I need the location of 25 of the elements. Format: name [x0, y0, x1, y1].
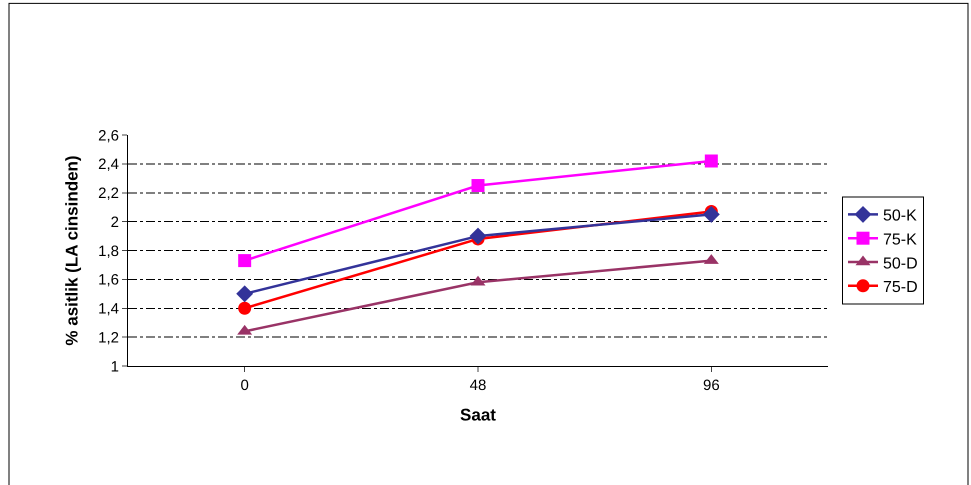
point — [238, 254, 252, 268]
point — [702, 206, 720, 223]
x-tick-label: 96 — [702, 377, 720, 394]
y-axis-title: % asitlik (LA cinsinden) — [62, 155, 82, 346]
y-tick-label: 2 — [110, 214, 119, 231]
legend-label: 50-D — [883, 255, 918, 272]
legend-label: 50-K — [883, 208, 918, 225]
y-tick-label: 2,6 — [98, 127, 119, 144]
point — [470, 228, 486, 245]
legend-label: 75-D — [883, 279, 918, 296]
y-tick-label: 1,8 — [98, 242, 119, 260]
y-tick-label: 1,6 — [98, 272, 119, 289]
point — [704, 154, 718, 168]
point — [238, 302, 252, 315]
point — [472, 179, 484, 192]
y-tick-label: 2,4 — [98, 156, 119, 174]
y-tick-label: 1,4 — [98, 300, 119, 318]
y-tick-label: 1 — [110, 358, 119, 376]
y-tick-label: 1,2 — [98, 329, 119, 346]
x-tick-label: 0 — [240, 377, 249, 394]
legend-label: 75-K — [883, 231, 918, 248]
x-axis-title: Saat — [460, 405, 496, 424]
point — [236, 285, 254, 302]
y-tick-label: 2,2 — [98, 185, 119, 202]
x-tick-label: 48 — [470, 377, 486, 394]
